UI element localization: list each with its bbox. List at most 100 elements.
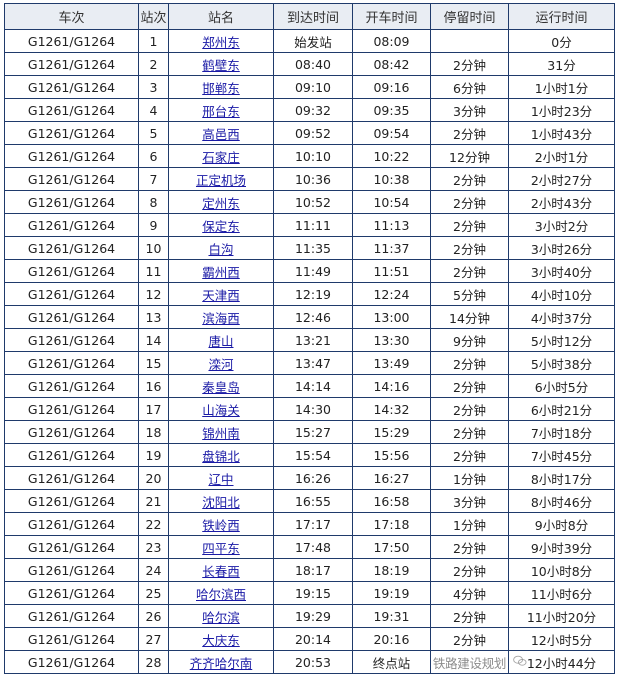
station-link[interactable]: 唐山 <box>208 333 234 349</box>
cell-train-no: G1261/G1264 <box>4 328 139 352</box>
station-link[interactable]: 长春西 <box>202 563 240 579</box>
table-row: G1261/G1264 18 锦州南 15:27 15:29 2分钟 7小时18分 <box>4 420 615 444</box>
cell-stop-no: 21 <box>138 489 169 513</box>
table-row: G1261/G1264 10 白沟 11:35 11:37 2分钟 3小时26分 <box>4 236 615 260</box>
station-link[interactable]: 高邑西 <box>202 126 240 142</box>
station-link[interactable]: 正定机场 <box>195 172 246 188</box>
cell-train-no: G1261/G1264 <box>4 236 139 260</box>
station-link[interactable]: 邯郸东 <box>202 80 240 96</box>
cell-arrival: 14:30 <box>273 397 353 421</box>
cell-stop-no: 10 <box>138 236 169 260</box>
cell-arrival: 11:49 <box>273 259 353 283</box>
cell-stop-no: 12 <box>138 282 169 306</box>
cell-departure: 15:29 <box>352 420 431 444</box>
station-link[interactable]: 四平东 <box>202 540 240 556</box>
cell-departure: 16:27 <box>352 466 431 490</box>
station-link[interactable]: 辽中 <box>208 471 234 487</box>
cell-station: 定州东 <box>168 190 274 214</box>
cell-run-time: 2小时43分 <box>508 190 615 214</box>
station-link[interactable]: 齐齐哈尔南 <box>189 655 253 671</box>
station-link[interactable]: 沈阳北 <box>202 494 240 510</box>
cell-station: 辽中 <box>168 466 274 490</box>
cell-station: 四平东 <box>168 535 274 559</box>
station-link[interactable]: 大庆东 <box>202 632 240 648</box>
cell-departure: 10:22 <box>352 144 431 168</box>
cell-arrival: 15:54 <box>273 443 353 467</box>
header-stop-no: 站次 <box>138 3 169 30</box>
train-schedule-table: 车次 站次 站名 到达时间 开车时间 停留时间 运行时间 G1261/G1264… <box>4 3 615 674</box>
table-row: G1261/G1264 20 辽中 16:26 16:27 1分钟 8小时17分 <box>4 466 615 490</box>
cell-stop-no: 3 <box>138 75 169 99</box>
cell-stop-no: 16 <box>138 374 169 398</box>
table-row: G1261/G1264 6 石家庄 10:10 10:22 12分钟 2小时1分 <box>4 144 615 168</box>
station-link[interactable]: 石家庄 <box>202 149 240 165</box>
cell-stop-duration: 2分钟 <box>430 167 509 191</box>
cell-departure: 08:09 <box>352 29 431 53</box>
cell-train-no: G1261/G1264 <box>4 604 139 628</box>
cell-arrival: 12:19 <box>273 282 353 306</box>
cell-departure: 10:54 <box>352 190 431 214</box>
station-link[interactable]: 哈尔滨 <box>202 609 240 625</box>
table-row: G1261/G1264 28 齐齐哈尔南 20:53 终点站 铁路建设规划 12小时44分 <box>4 650 615 674</box>
station-link[interactable]: 鹤壁东 <box>202 57 240 73</box>
cell-run-time: 2小时1分 <box>508 144 615 168</box>
station-link[interactable]: 霸州西 <box>202 264 240 280</box>
cell-departure: 17:18 <box>352 512 431 536</box>
cell-stop-no: 22 <box>138 512 169 536</box>
cell-arrival: 09:52 <box>273 121 353 145</box>
station-link[interactable]: 秦皇岛 <box>202 379 240 395</box>
cell-train-no: G1261/G1264 <box>4 167 139 191</box>
cell-stop-duration: 2分钟 <box>430 443 509 467</box>
cell-run-time: 6小时21分 <box>508 397 615 421</box>
cell-stop-no: 8 <box>138 190 169 214</box>
cell-train-no: G1261/G1264 <box>4 627 139 651</box>
station-link[interactable]: 铁岭西 <box>202 517 240 533</box>
cell-run-time: 5小时38分 <box>508 351 615 375</box>
cell-station: 鹤壁东 <box>168 52 274 76</box>
station-link[interactable]: 山海关 <box>202 402 240 418</box>
cell-arrival: 20:53 <box>273 650 353 674</box>
table-row: G1261/G1264 25 哈尔滨西 19:15 19:19 4分钟 11小时6分 <box>4 581 615 605</box>
cell-stop-no: 6 <box>138 144 169 168</box>
table-row: G1261/G1264 14 唐山 13:21 13:30 9分钟 5小时12分 <box>4 328 615 352</box>
cell-train-no: G1261/G1264 <box>4 98 139 122</box>
cell-arrival: 17:48 <box>273 535 353 559</box>
station-link[interactable]: 天津西 <box>202 287 240 303</box>
cell-stop-no: 18 <box>138 420 169 444</box>
station-link[interactable]: 哈尔滨西 <box>195 586 246 602</box>
cell-arrival: 09:32 <box>273 98 353 122</box>
cell-station: 铁岭西 <box>168 512 274 536</box>
table-row: G1261/G1264 5 高邑西 09:52 09:54 2分钟 1小时43分 <box>4 121 615 145</box>
station-link[interactable]: 定州东 <box>202 195 240 211</box>
cell-stop-no: 9 <box>138 213 169 237</box>
cell-arrival: 始发站 <box>273 29 353 53</box>
cell-stop-duration: 5分钟 <box>430 282 509 306</box>
station-link[interactable]: 锦州南 <box>202 425 240 441</box>
cell-arrival: 11:11 <box>273 213 353 237</box>
table-row: G1261/G1264 16 秦皇岛 14:14 14:16 2分钟 6小时5分 <box>4 374 615 398</box>
station-link[interactable]: 郑州东 <box>202 34 240 50</box>
cell-run-time: 9小时8分 <box>508 512 615 536</box>
cell-run-time: 2小时27分 <box>508 167 615 191</box>
station-link[interactable]: 保定东 <box>202 218 240 234</box>
header-station: 站名 <box>168 3 274 30</box>
cell-run-time: 8小时17分 <box>508 466 615 490</box>
cell-stop-duration: 2分钟 <box>430 236 509 260</box>
cell-run-time: 3小时26分 <box>508 236 615 260</box>
cell-station: 秦皇岛 <box>168 374 274 398</box>
cell-arrival: 12:46 <box>273 305 353 329</box>
cell-run-time: 0分 <box>508 29 615 53</box>
station-link[interactable]: 滦河 <box>208 356 234 372</box>
cell-train-no: G1261/G1264 <box>4 512 139 536</box>
cell-run-time: 3小时40分 <box>508 259 615 283</box>
table-row: G1261/G1264 8 定州东 10:52 10:54 2分钟 2小时43分 <box>4 190 615 214</box>
station-link[interactable]: 滨海西 <box>202 310 240 326</box>
cell-station: 正定机场 <box>168 167 274 191</box>
cell-departure: 08:42 <box>352 52 431 76</box>
cell-departure: 13:30 <box>352 328 431 352</box>
station-link[interactable]: 白沟 <box>208 241 234 257</box>
station-link[interactable]: 邢台东 <box>202 103 240 119</box>
cell-station: 大庆东 <box>168 627 274 651</box>
cell-run-time: 11小时20分 <box>508 604 615 628</box>
station-link[interactable]: 盘锦北 <box>202 448 240 464</box>
